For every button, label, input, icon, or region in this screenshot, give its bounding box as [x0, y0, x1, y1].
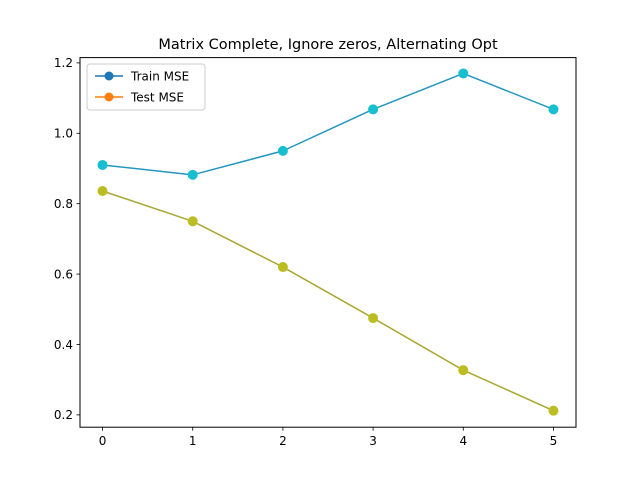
legend-marker-1 — [104, 92, 114, 102]
y-tick-label: 0.2 — [54, 408, 73, 422]
data-point — [97, 186, 108, 197]
x-tick-label: 2 — [279, 434, 287, 448]
data-point — [368, 313, 379, 324]
data-point — [368, 104, 379, 115]
legend-label-1: Test MSE — [130, 90, 184, 104]
x-tick-label: 4 — [459, 434, 467, 448]
legend-label-0: Train MSE — [130, 69, 189, 83]
x-tick-label: 5 — [550, 434, 558, 448]
axis-ticks: 0 1 2 3 4 5 0.2 0.4 0.6 0.8 1.0 1.2 — [54, 56, 557, 448]
data-point — [548, 104, 559, 115]
data-point — [187, 216, 198, 227]
plot-area — [97, 68, 559, 416]
y-tick-label: 0.6 — [54, 267, 73, 281]
chart-title: Matrix Complete, Ignore zeros, Alternati… — [158, 37, 498, 53]
series-line-1 — [102, 190, 554, 412]
legend: Train MSE Test MSE — [86, 63, 206, 111]
legend-marker-0 — [104, 71, 114, 81]
y-tick-label: 0.8 — [54, 197, 73, 211]
series-line-0 — [102, 72, 554, 176]
axes-frame — [79, 57, 577, 428]
y-tick-label: 0.4 — [54, 338, 73, 352]
data-point — [277, 145, 288, 156]
data-point — [97, 159, 108, 170]
x-tick-label: 1 — [189, 434, 197, 448]
y-tick-label: 1.2 — [54, 56, 73, 70]
data-point — [277, 262, 288, 273]
x-tick-label: 3 — [369, 434, 377, 448]
data-point — [187, 169, 198, 180]
y-tick-label: 1.0 — [54, 127, 73, 141]
data-point — [458, 365, 469, 376]
x-tick-label: 0 — [99, 434, 107, 448]
data-point — [548, 405, 559, 416]
data-point — [458, 68, 469, 79]
